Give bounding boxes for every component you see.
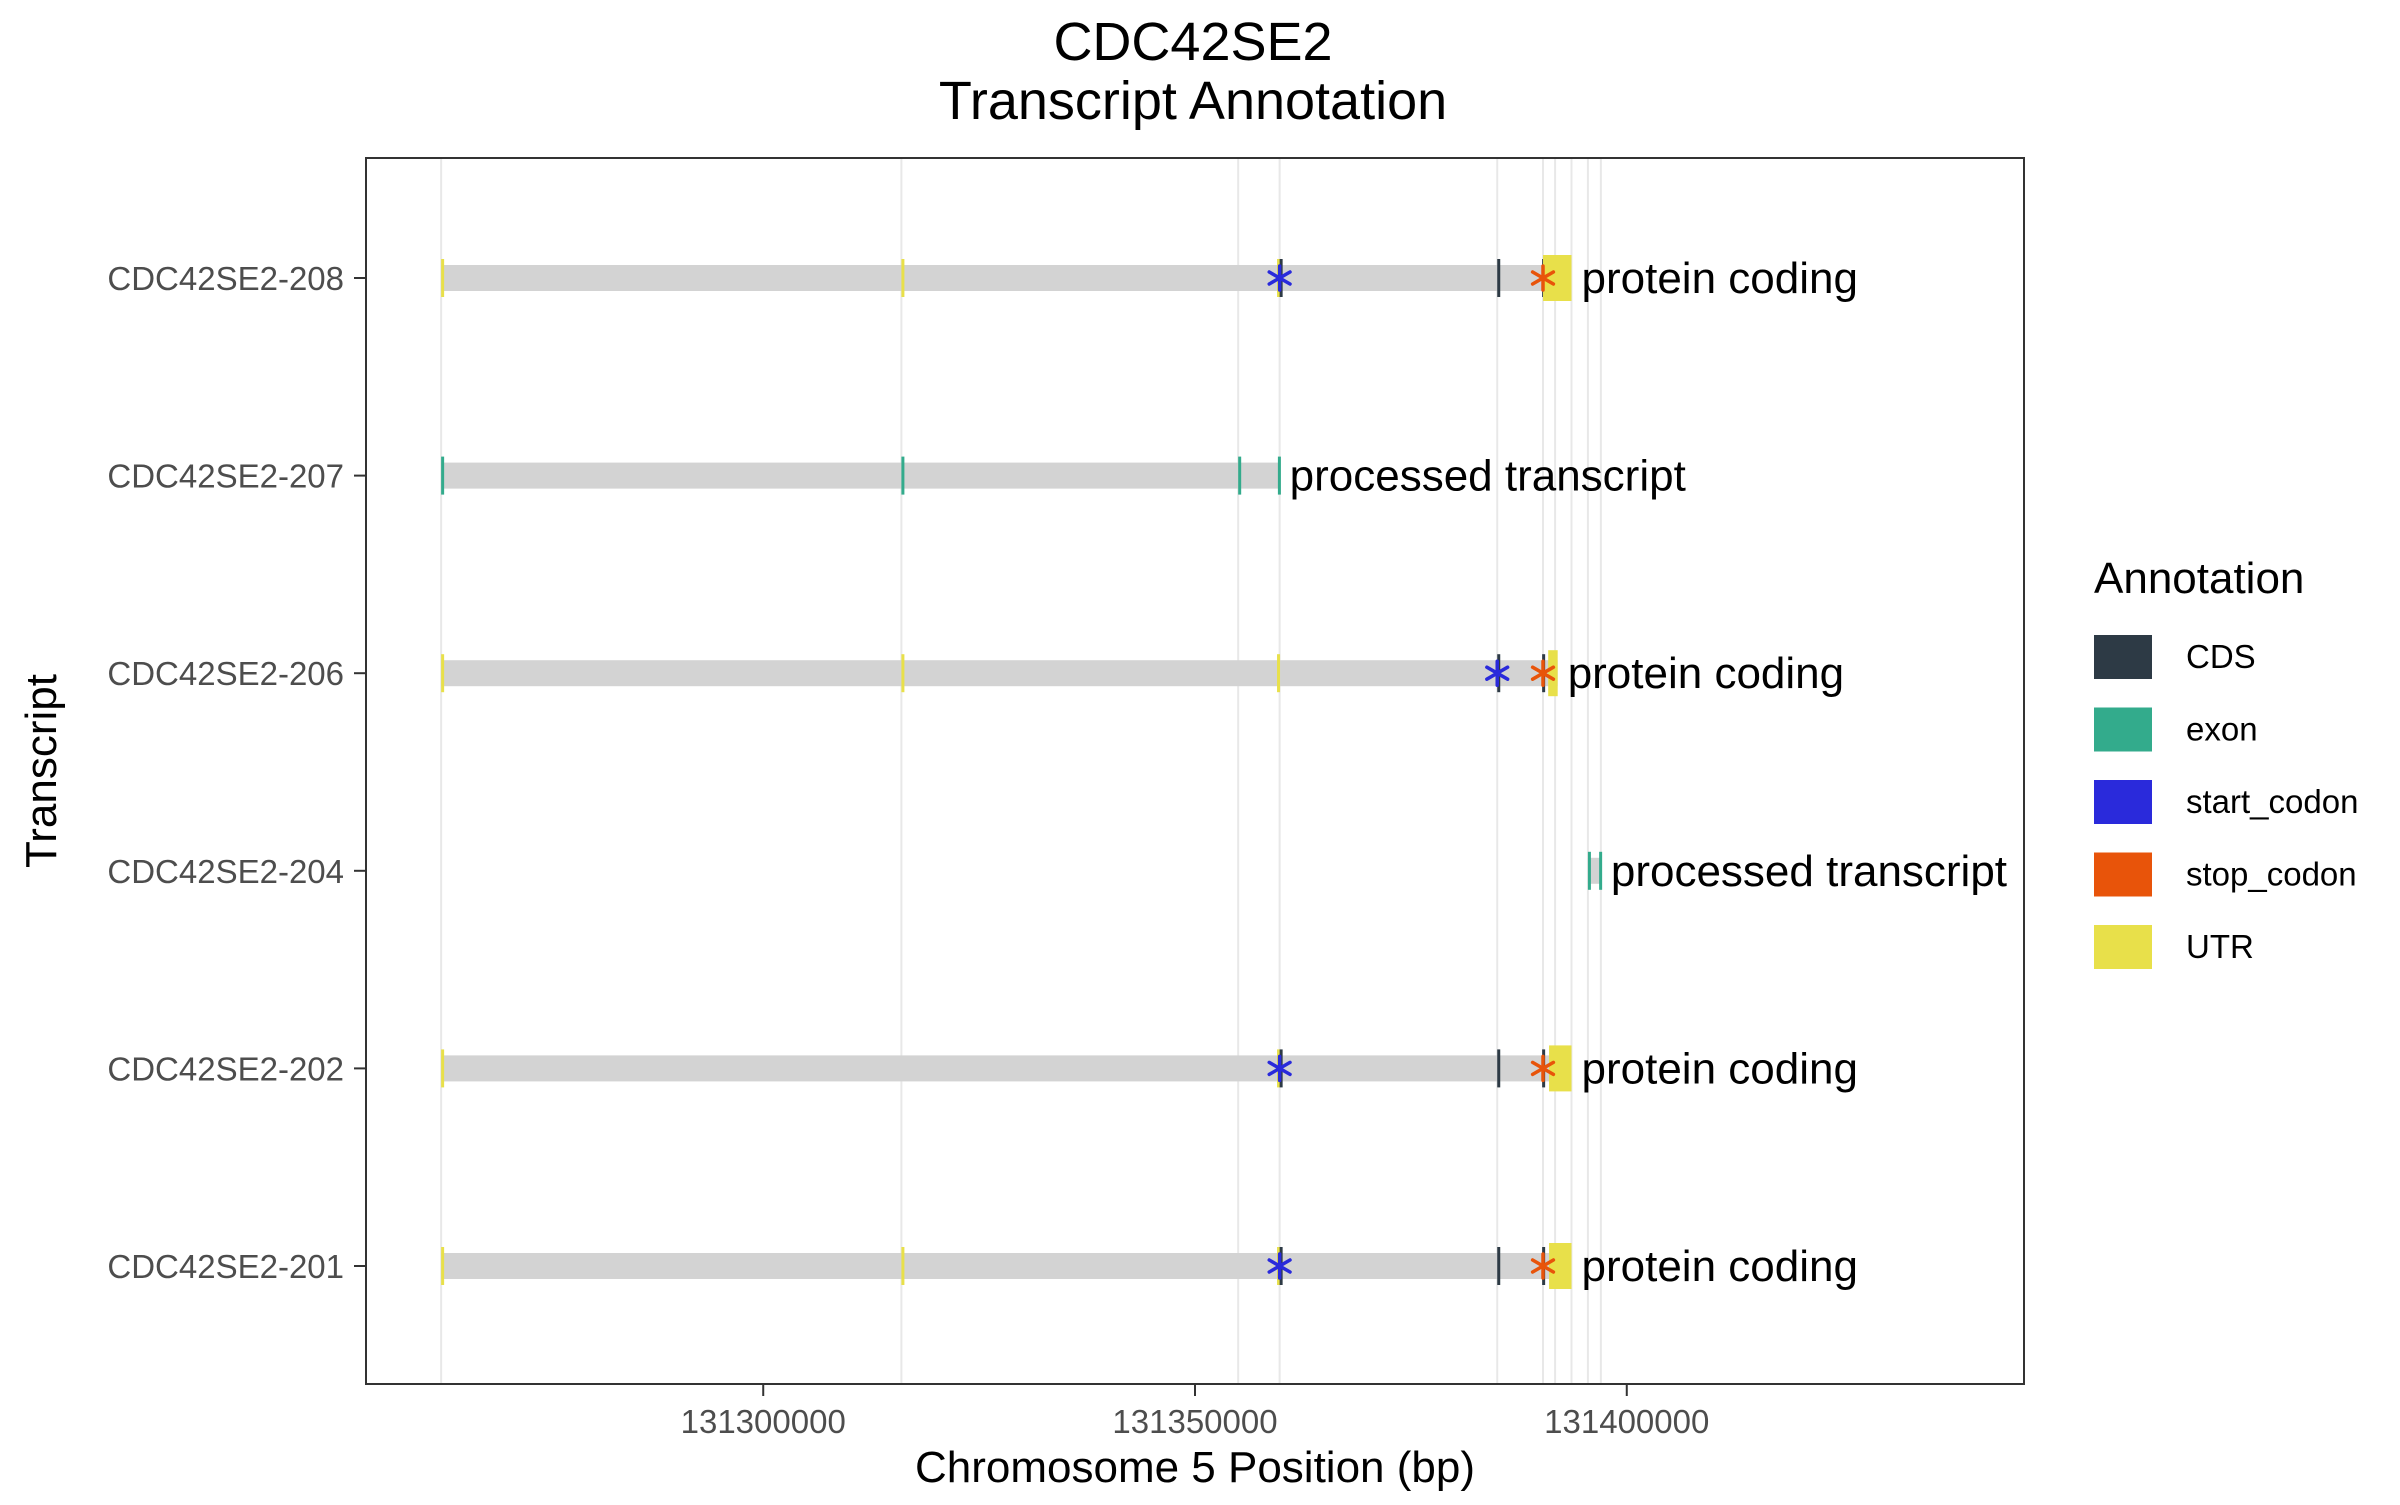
chart-subtitle: Transcript Annotation	[939, 71, 1447, 131]
legend: Annotation CDS exon start_codon stop_codon U…	[2094, 554, 2358, 969]
y-tick-label: CDC42SE2-207	[107, 458, 344, 495]
start-codon-marker	[1267, 264, 1292, 292]
utr-segment	[1549, 1045, 1572, 1092]
stop-codon-marker	[1530, 659, 1556, 687]
y-tick-label: CDC42SE2-201	[107, 1248, 344, 1285]
exon-segment	[1277, 456, 1281, 495]
transcript-body	[1587, 857, 1601, 884]
utr-segment	[1543, 255, 1572, 301]
utr-segment	[1548, 650, 1558, 697]
transcript-track: protein coding	[441, 1044, 1858, 1093]
transcript-track: protein coding	[441, 649, 1844, 698]
legend-swatch-cds	[2094, 635, 2152, 679]
transcript-body	[441, 265, 1572, 291]
transcript-track: processed transcript	[1587, 847, 2007, 896]
exon-segment	[441, 456, 445, 495]
transcript-body	[441, 1253, 1572, 1279]
exon-segment	[1587, 851, 1591, 890]
utr-segment	[441, 259, 445, 297]
utr-segment	[441, 1049, 445, 1088]
transcript-track: protein coding	[441, 254, 1858, 303]
biotype-label: processed transcript	[1290, 452, 1686, 501]
stop-codon-marker	[1530, 1054, 1556, 1083]
utr-segment	[1549, 1243, 1572, 1289]
cds-segment	[1497, 259, 1501, 297]
legend-label: exon	[2186, 711, 2258, 748]
utr-segment	[901, 259, 905, 297]
exon-segment	[1238, 456, 1242, 495]
cds-segment	[1497, 1247, 1501, 1285]
plot-panel-border	[365, 157, 2025, 1385]
exon-segment	[1599, 851, 1603, 890]
legend-swatch-utr	[2094, 925, 2152, 969]
transcript-track: protein coding	[441, 1242, 1858, 1291]
utr-segment	[1277, 654, 1281, 693]
y-axis: CDC42SE2-208 CDC42SE2-207 CDC42SE2-206 CDC4…	[107, 260, 366, 1285]
legend-swatch-start-codon	[2094, 780, 2152, 824]
x-tick-label: 131400000	[1544, 1403, 1709, 1440]
transcript-body	[441, 1055, 1572, 1082]
exon-segment	[901, 456, 905, 495]
legend-swatch-exon	[2094, 707, 2152, 752]
y-tick-label: CDC42SE2-202	[107, 1050, 344, 1087]
legend-swatch-stop-codon	[2094, 852, 2152, 897]
legend-label: UTR	[2186, 928, 2254, 965]
utr-segment	[901, 654, 905, 693]
biotype-label: protein coding	[1568, 649, 1844, 698]
cds-segment	[1497, 1049, 1501, 1088]
y-tick-label: CDC42SE2-204	[107, 853, 344, 890]
start-codon-marker	[1485, 659, 1510, 687]
biotype-label: protein coding	[1582, 254, 1858, 303]
x-axis: 131300000 131350000 131400000	[681, 1384, 1709, 1440]
chart-title: CDC42SE2	[1053, 12, 1332, 72]
biotype-label: processed transcript	[1611, 847, 2007, 896]
legend-label: stop_codon	[2186, 856, 2357, 893]
gridlines	[440, 158, 1602, 1384]
start-codon-marker	[1267, 1054, 1292, 1083]
legend-title: Annotation	[2094, 554, 2304, 603]
stop-codon-marker	[1530, 264, 1556, 292]
biotype-label: protein coding	[1582, 1044, 1858, 1093]
utr-segment	[901, 1247, 905, 1285]
legend-label: CDS	[2186, 638, 2256, 675]
transcript-tracks: protein coding processed transcript protei…	[441, 254, 2007, 1291]
transcript-track: processed transcript	[441, 452, 1686, 501]
stop-codon-marker	[1530, 1252, 1556, 1280]
legend-label: start_codon	[2186, 783, 2358, 820]
x-tick-label: 131300000	[681, 1403, 846, 1440]
utr-segment	[441, 654, 445, 693]
utr-segment	[441, 1247, 445, 1285]
y-tick-label: CDC42SE2-208	[107, 260, 344, 297]
x-axis-title: Chromosome 5 Position (bp)	[915, 1443, 1475, 1492]
y-axis-title: Transcript	[17, 674, 66, 868]
transcript-body	[441, 462, 1280, 489]
x-tick-label: 131350000	[1112, 1403, 1277, 1440]
biotype-label: protein coding	[1582, 1242, 1858, 1291]
start-codon-marker	[1267, 1252, 1292, 1280]
y-tick-label: CDC42SE2-206	[107, 655, 344, 692]
transcript-body	[441, 660, 1558, 687]
